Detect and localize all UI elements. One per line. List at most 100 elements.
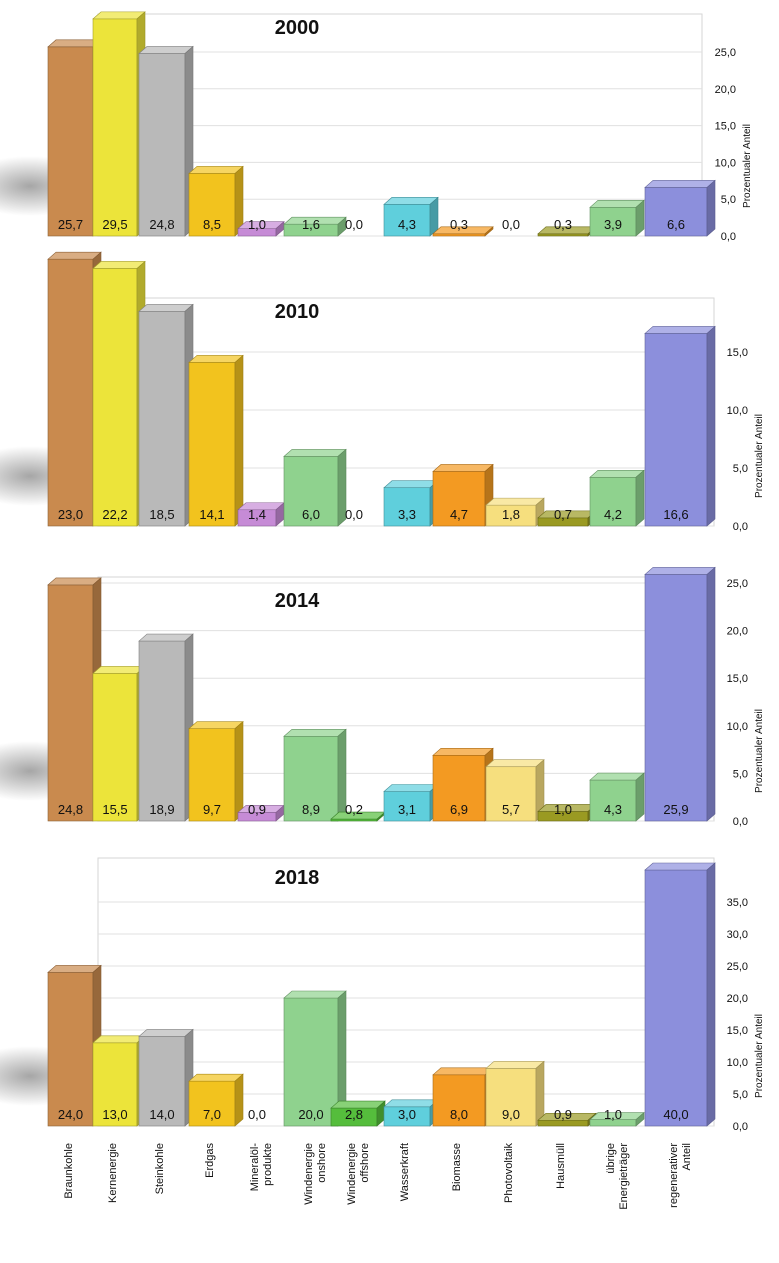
bar	[47, 46, 94, 237]
bar-top	[283, 728, 347, 737]
bar	[92, 673, 138, 822]
bar-side	[635, 469, 645, 527]
bar-value-label: 0,0	[345, 507, 363, 522]
bar-value-label: 0,3	[450, 217, 468, 232]
bar-side	[337, 448, 347, 527]
bar-top	[644, 326, 716, 334]
panel-title: 2018	[275, 867, 320, 889]
bar-top	[47, 965, 102, 973]
y-tick-label: 5,0	[733, 463, 748, 475]
bar-top	[589, 199, 645, 208]
y-tick-label: 35,0	[727, 897, 748, 909]
bar-value-label: 0,7	[554, 507, 572, 522]
bar-value-label: 24,0	[58, 1107, 83, 1122]
bar-value-label: 0,0	[345, 217, 363, 232]
bar	[138, 53, 186, 237]
bar-value-label: 0,3	[554, 217, 572, 232]
bar-value-label: 16,6	[663, 507, 688, 522]
bar-value-label: 7,0	[203, 1107, 221, 1122]
y-tick-label: 20,0	[727, 626, 748, 638]
bar	[432, 755, 486, 822]
panel-title: 2010	[275, 301, 320, 323]
chart-panel-2018: 0,0 5,0 10,0 15,0 20,0 25,0 30,0 35,0 Prozentual…	[0, 857, 765, 1133]
bar-value-label: 25,7	[58, 217, 83, 232]
bar-value-label: 1,6	[302, 217, 320, 232]
bar-value-label: 6,9	[450, 802, 468, 817]
bar-top	[138, 633, 194, 642]
bar	[47, 972, 94, 1127]
bar	[383, 791, 431, 822]
y-axis-label: Prozentualer Anteil	[754, 414, 765, 498]
y-axis-label: Prozentualer Anteil	[742, 124, 753, 208]
bar-top	[432, 1067, 494, 1076]
bar-value-label: 1,0	[248, 217, 266, 232]
bar-top	[188, 355, 244, 363]
bar-value-label: 15,5	[102, 802, 127, 817]
bar	[47, 584, 94, 822]
bar-value-label: 3,1	[398, 802, 416, 817]
bar	[188, 173, 236, 237]
bar-side	[234, 354, 244, 527]
bar	[432, 471, 486, 527]
bar-value-label: 8,5	[203, 217, 221, 232]
bar	[188, 362, 236, 527]
bar-value-label: 13,0	[102, 1107, 127, 1122]
bar-value-label: 8,9	[302, 802, 320, 817]
bar	[92, 18, 138, 237]
bar-value-label: 24,8	[149, 217, 174, 232]
bar	[138, 640, 186, 822]
category-label: übrige Energieträger	[605, 1143, 630, 1210]
bar-top	[138, 1029, 194, 1037]
category-label: Braunkohle	[62, 1143, 75, 1199]
bar	[644, 333, 708, 527]
bar-value-label: 2,8	[345, 1107, 363, 1122]
y-tick-label: 15,0	[727, 673, 748, 685]
bar-value-label: 25,9	[663, 802, 688, 817]
bar-value-label: 1,0	[554, 802, 572, 817]
y-tick-label: 0,0	[733, 1121, 748, 1133]
bar-top	[188, 166, 244, 174]
panel-title: 2014	[275, 590, 320, 612]
bar-value-label: 14,0	[149, 1107, 174, 1122]
bar	[644, 187, 708, 237]
bar-value-label: 5,7	[502, 802, 520, 817]
bar	[644, 869, 708, 1127]
bar-top	[383, 1099, 439, 1108]
y-tick-label: 0,0	[721, 231, 736, 243]
bar-top	[92, 666, 146, 674]
bar-top	[485, 497, 545, 506]
y-axis-label: Prozentualer Anteil	[754, 709, 765, 793]
bar-top	[92, 11, 146, 20]
bar-top	[47, 251, 102, 260]
bar-top	[188, 721, 244, 729]
bar	[283, 997, 339, 1127]
bar-top	[283, 990, 347, 999]
category-label: Kernenergie	[107, 1143, 119, 1203]
y-tick-label: 30,0	[727, 929, 748, 941]
bar	[47, 258, 94, 527]
bar	[92, 1042, 138, 1127]
bar-top	[432, 748, 494, 756]
category-label: Wasserkraft	[399, 1143, 411, 1202]
bar-top	[283, 449, 347, 457]
y-tick-label: 10,0	[715, 157, 736, 169]
bar-side	[706, 179, 716, 237]
bar-side	[337, 216, 347, 237]
panel-title: 2000	[275, 17, 320, 39]
y-tick-label: 20,0	[727, 993, 748, 1005]
y-axis-label: Prozentualer Anteil	[754, 1014, 765, 1098]
bar-side	[706, 325, 716, 527]
bar-side	[234, 1073, 244, 1127]
bar-value-label: 1,4	[248, 507, 266, 522]
bar-value-label: 4,3	[398, 217, 416, 232]
y-tick-label: 10,0	[727, 405, 748, 417]
bar-top	[92, 261, 146, 269]
y-tick-label: 10,0	[727, 1057, 748, 1069]
bar	[537, 233, 589, 237]
bar-value-label: 14,1	[199, 507, 224, 522]
bar-top	[644, 862, 716, 871]
bar-top	[383, 197, 439, 205]
bar-top	[644, 180, 716, 188]
bar-side	[635, 1111, 645, 1127]
